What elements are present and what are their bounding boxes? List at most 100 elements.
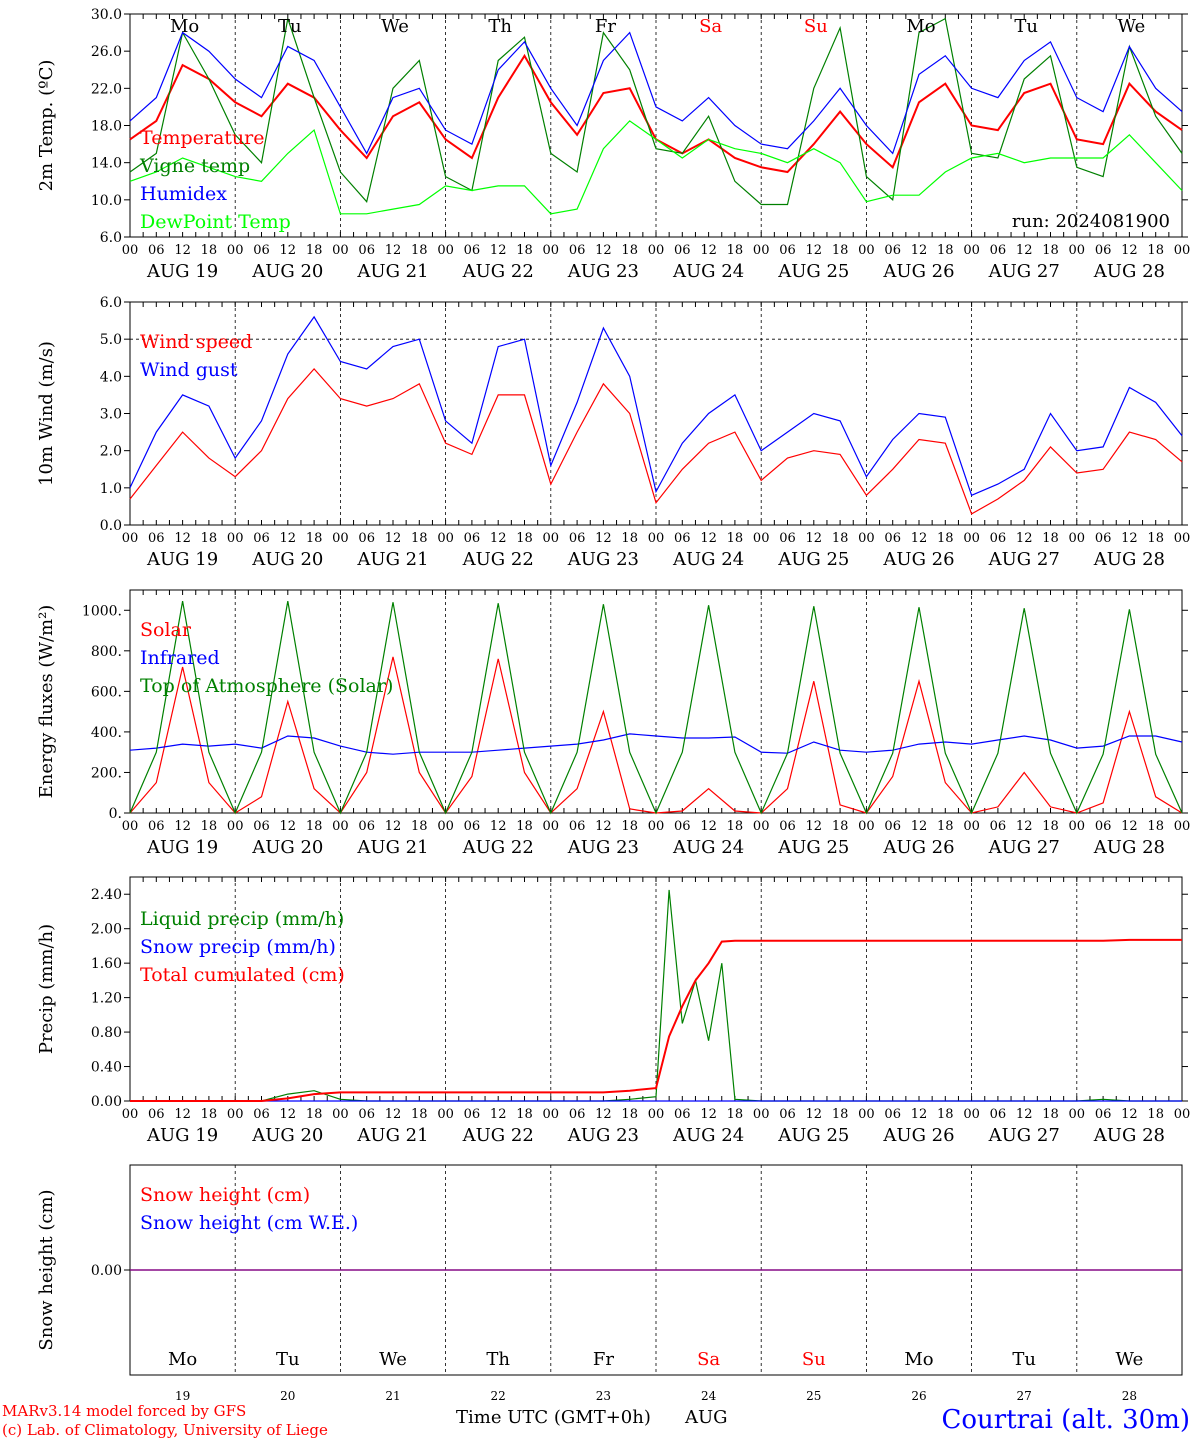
- x-hour-label: 06: [1095, 243, 1112, 258]
- x-hour-label: 00: [437, 243, 454, 258]
- x-day-label: AUG 23: [567, 1125, 639, 1146]
- y-tick-label: 2.40: [91, 887, 122, 903]
- y-tick-label: 0.00: [91, 1263, 122, 1279]
- x-hour-label: 12: [806, 819, 823, 834]
- x-hour-label: 06: [779, 819, 796, 834]
- x-hour-label: 12: [1121, 243, 1138, 258]
- x-hour-label: 18: [306, 531, 323, 546]
- x-hour-label: 00: [437, 531, 454, 546]
- y-tick-label: 2.00: [91, 922, 122, 938]
- x-hour-label: 18: [201, 531, 218, 546]
- x-hour-label: 06: [1095, 531, 1112, 546]
- x-hour-label: 00: [753, 1107, 770, 1122]
- legend-entry: Solar: [140, 619, 192, 641]
- x-hour-label: 00: [753, 819, 770, 834]
- x-day-label: AUG 25: [777, 549, 849, 570]
- x-hour-label: 06: [674, 1107, 691, 1122]
- x-hour-label: 00: [648, 1107, 665, 1122]
- x-hour-label: 06: [1095, 819, 1112, 834]
- x-day-label: AUG 28: [1093, 1125, 1165, 1146]
- x-hour-label: 18: [621, 243, 638, 258]
- y-axis-title: 2m Temp. (ºC): [36, 60, 57, 192]
- x-hour-label: 18: [306, 819, 323, 834]
- x-hour-label: 06: [148, 819, 165, 834]
- weekday-label: Th: [488, 16, 512, 37]
- x-hour-label: 00: [227, 531, 244, 546]
- meteogram-footer: MARv3.14 model forced by GFS (c) Lab. of…: [2, 1402, 1190, 1439]
- day-number: 23: [596, 1389, 611, 1403]
- x-day-label: AUG 26: [882, 261, 954, 282]
- x-hour-label: 18: [832, 819, 849, 834]
- x-hour-label: 00: [1174, 531, 1191, 546]
- weekday-label: Tu: [1012, 1349, 1036, 1370]
- x-hour-label: 00: [332, 1107, 349, 1122]
- x-hour-label: 06: [990, 243, 1007, 258]
- x-hour-label: 12: [911, 1107, 928, 1122]
- x-hour-label: 00: [543, 819, 560, 834]
- x-hour-label: 12: [490, 243, 507, 258]
- x-hour-label: 06: [674, 531, 691, 546]
- x-hour-label: 18: [832, 1107, 849, 1122]
- x-hour-label: 18: [727, 819, 744, 834]
- x-hour-label: 18: [937, 243, 954, 258]
- x-hour-label: 06: [779, 531, 796, 546]
- x-hour-label: 12: [280, 819, 297, 834]
- y-tick-label: 3.0: [100, 407, 122, 423]
- y-axis-title: Energy fluxes (W/m²): [36, 605, 57, 799]
- day-number: 24: [701, 1389, 717, 1403]
- y-tick-label: 1.0: [100, 481, 122, 497]
- x-hour-label: 06: [253, 819, 270, 834]
- x-hour-label: 00: [1069, 243, 1086, 258]
- x-hour-label: 12: [490, 1107, 507, 1122]
- y-tick-label: 0.0: [100, 518, 122, 534]
- x-hour-label: 06: [464, 243, 481, 258]
- x-hour-label: 06: [569, 531, 586, 546]
- x-hour-label: 12: [174, 531, 191, 546]
- x-day-label: AUG 26: [882, 837, 954, 858]
- x-hour-label: 00: [437, 1107, 454, 1122]
- x-hour-label: 12: [700, 243, 717, 258]
- day-number: 27: [1017, 1389, 1032, 1403]
- x-hour-label: 00: [122, 819, 139, 834]
- x-day-label: AUG 25: [777, 1125, 849, 1146]
- x-hour-label: 06: [569, 1107, 586, 1122]
- x-hour-label: 12: [595, 819, 612, 834]
- weekday-label: Tu: [276, 1349, 300, 1370]
- x-axis-month: AUG: [684, 1407, 728, 1428]
- panel-precip: 0.00 0.40 0.80 1.20 1.60 2.00 2.40 00 06 12 18 AUG …: [36, 876, 1191, 1146]
- run-label: run: 2024081900: [1012, 211, 1170, 232]
- day-number: 19: [175, 1389, 190, 1403]
- weekday-label: Su: [802, 1349, 826, 1370]
- legend-entry: Top of Atmosphere (Solar): [140, 675, 393, 697]
- x-hour-label: 00: [858, 243, 875, 258]
- weekday-label: Mo: [168, 1349, 197, 1370]
- y-tick-label: 14.0: [91, 156, 122, 172]
- x-hour-label: 06: [358, 531, 375, 546]
- x-hour-label: 12: [1016, 819, 1033, 834]
- x-hour-label: 00: [753, 243, 770, 258]
- x-hour-label: 00: [332, 819, 349, 834]
- x-hour-label: 18: [411, 819, 428, 834]
- weekday-label: Tu: [1014, 16, 1038, 37]
- x-hour-label: 18: [1042, 531, 1059, 546]
- x-hour-label: 00: [122, 243, 139, 258]
- x-day-label: AUG 23: [567, 549, 639, 570]
- x-day-label: AUG 19: [146, 1125, 218, 1146]
- x-hour-label: 12: [385, 819, 402, 834]
- x-hour-label: 06: [779, 1107, 796, 1122]
- x-hour-label: 00: [1174, 1107, 1191, 1122]
- x-hour-label: 00: [227, 1107, 244, 1122]
- x-hour-label: 12: [490, 819, 507, 834]
- x-day-label: AUG 25: [777, 261, 849, 282]
- x-hour-label: 12: [1016, 531, 1033, 546]
- x-hour-label: 12: [595, 1107, 612, 1122]
- x-hour-label: 06: [779, 243, 796, 258]
- series-line-infrared: [129, 733, 1183, 755]
- x-hour-label: 00: [963, 1107, 980, 1122]
- x-hour-label: 12: [700, 1107, 717, 1122]
- x-day-label: AUG 19: [146, 549, 218, 570]
- x-hour-label: 06: [990, 1107, 1007, 1122]
- x-day-label: AUG 20: [251, 549, 323, 570]
- x-hour-label: 12: [1121, 531, 1138, 546]
- x-hour-label: 18: [621, 819, 638, 834]
